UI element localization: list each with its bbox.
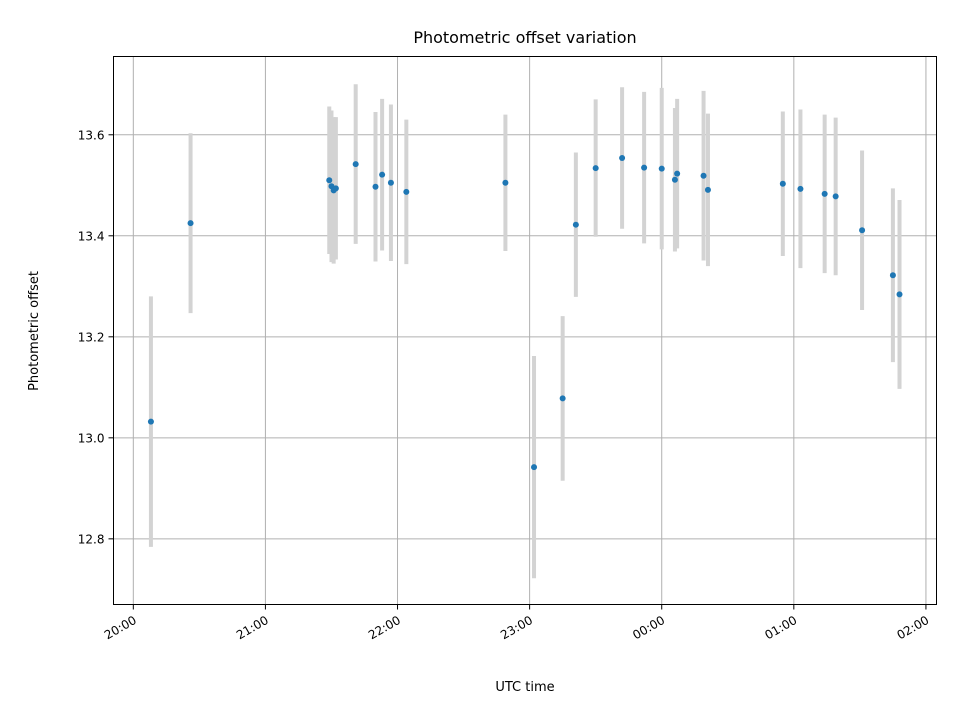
x-axis-label: UTC time [495,680,554,695]
data-point [779,180,786,187]
data-point [859,227,866,234]
data-point [700,172,707,179]
data-point [187,220,194,227]
y-axis-ticks: 12.8 13.0 13.2 13.4 13.6 [78,128,114,546]
chart-title: Photometric offset variation [413,28,636,47]
data-point [641,164,648,171]
data-point [387,179,394,186]
data-point [889,272,896,279]
data-point [832,193,839,200]
y-tick-label: 13.0 [78,431,105,445]
data-point [572,221,579,228]
data-point [674,170,681,177]
data-point [531,464,538,471]
data-point [559,395,566,402]
data-point [326,177,333,184]
y-tick-label: 13.2 [78,330,105,344]
data-point [332,185,339,192]
y-tick-label: 13.4 [78,229,105,243]
plot-frame [113,56,937,605]
data-point [658,165,665,172]
data-point [592,165,599,172]
data-point [704,186,711,193]
data-point [372,183,379,190]
data-point [619,155,626,162]
data-point [671,176,678,183]
data-point [502,179,509,186]
data-points [147,155,903,471]
data-point [147,418,154,425]
data-point [352,161,359,168]
data-point [379,171,386,178]
data-point [403,188,410,195]
data-point [896,291,903,298]
y-axis-label: Photometric offset [27,271,42,391]
data-point [821,190,828,197]
data-point [797,185,804,192]
y-tick-label: 12.8 [78,532,105,546]
grid [113,56,937,605]
y-tick-label: 13.6 [78,128,105,142]
